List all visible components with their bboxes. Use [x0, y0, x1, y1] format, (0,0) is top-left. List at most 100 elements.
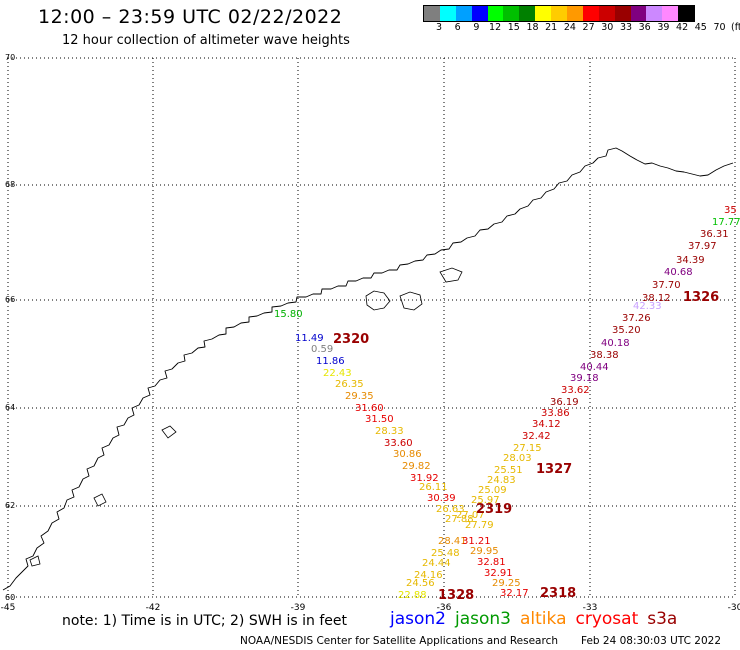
credit-line: NOAA/NESDIS Center for Satellite Applica… — [240, 635, 558, 647]
wave-height-label: 38.38 — [590, 350, 619, 361]
wave-height-label: 24.56 — [406, 578, 435, 589]
wave-height-label: 22.43 — [323, 368, 352, 379]
wave-height-label: 22.88 — [398, 590, 427, 601]
legend-label: 24 — [563, 22, 576, 33]
page-subtitle: 12 hour collection of altimeter wave hei… — [62, 33, 350, 48]
latitude-label: 70 — [5, 53, 15, 62]
legend-label: 3 — [435, 22, 443, 33]
wave-height-label: 37.97 — [688, 241, 717, 252]
legend-label: 45 — [694, 22, 707, 33]
legend-swatch — [535, 6, 552, 21]
legend-label: 27 — [582, 22, 595, 33]
wave-height-label: 24.83 — [487, 475, 516, 486]
wave-height-label: 24.16 — [414, 570, 443, 581]
wave-height-label: 40.18 — [601, 338, 630, 349]
legend-label: 39 — [657, 22, 670, 33]
legend-swatch — [551, 6, 568, 21]
wave-height-label: 11.49 — [295, 333, 324, 344]
wave-height-label: 15.80 — [274, 309, 303, 320]
orbit-number-label: 1327 — [536, 462, 572, 477]
orbit-number-label: 2319 — [476, 502, 512, 517]
wave-height-label: 26.35 — [335, 379, 364, 390]
wave-height-label: 25.09 — [478, 485, 507, 496]
page-title: 12:00 – 23:59 UTC 02/22/2022 — [38, 6, 343, 28]
legend-label: 30 — [601, 22, 614, 33]
wave-height-label: 36.19 — [550, 397, 579, 408]
wave-height-label: 33.60 — [384, 438, 413, 449]
legend-label: 36 — [638, 22, 651, 33]
greenland-coastline — [2, 147, 734, 591]
wave-height-label: 34.12 — [532, 419, 561, 430]
wave-height-label: 25.48 — [431, 548, 460, 559]
wave-height-label: 42.33 — [633, 301, 662, 312]
latitude-labels: 70 68 66 64 62 60 — [5, 53, 15, 602]
legend-swatch — [471, 6, 488, 21]
orbit-number-label: 2320 — [333, 332, 369, 347]
legend-swatch — [646, 6, 663, 21]
wave-height-label: 32.17 — [500, 588, 529, 599]
wave-height-label: 29.25 — [492, 578, 521, 589]
wave-height-label: 25.51 — [494, 465, 523, 476]
wave-height-label: 34.39 — [676, 255, 705, 266]
wave-height-label: 31.92 — [410, 473, 439, 484]
legend-swatch — [487, 6, 504, 21]
legend-label: 12 — [489, 22, 502, 33]
wave-height-label: 32.81 — [477, 557, 506, 568]
longitude-label: -39 — [291, 603, 306, 613]
wave-height-label: 32.42 — [522, 431, 551, 442]
legend-label: 15 — [507, 22, 520, 33]
latitude-label: 62 — [5, 501, 15, 510]
legend-label: (ft) — [731, 22, 740, 33]
satellite-jason3: jason3 — [455, 609, 511, 629]
legend-label: 9 — [473, 22, 480, 33]
legend-swatch — [614, 6, 631, 21]
wave-height-label: 38.12 — [642, 293, 671, 304]
legend-swatch — [678, 6, 695, 21]
wave-height-label: 40.44 — [580, 362, 609, 373]
wave-height-label: 28.03 — [503, 453, 532, 464]
legend-swatch — [567, 6, 583, 21]
wave-height-label: 24.44 — [422, 558, 451, 569]
wave-height-label: 0.59 — [311, 344, 333, 355]
timestamp: Feb 24 08:30:03 UTC 2022 — [581, 635, 721, 647]
wave-height-label: 26.11 — [419, 482, 448, 493]
legend-label: 42 — [676, 22, 689, 33]
latitude-label: 66 — [5, 295, 15, 304]
legend-swatch — [662, 6, 679, 21]
satellite-jason2: jason2 — [390, 609, 446, 629]
wave-height-label: 11.86 — [316, 356, 345, 367]
satellite-cryosat: cryosat — [575, 609, 639, 629]
wave-height-label: 27.07 — [456, 510, 485, 521]
latitude-label: 60 — [5, 593, 15, 602]
orbit-labels: 2320 2319 1328 1327 2318 1326 — [333, 290, 719, 603]
wave-height-label: 32.91 — [484, 568, 513, 579]
legend-swatch — [424, 6, 440, 21]
wave-height-label: 37.26 — [622, 313, 651, 324]
satellite-s3a: s3a — [647, 609, 678, 629]
wave-height-label: 30.39 — [427, 493, 456, 504]
legend-swatch — [455, 6, 472, 21]
wave-height-label: 33.86 — [541, 408, 570, 419]
orbit-number-label: 1328 — [438, 588, 474, 603]
wave-height-label: 31.50 — [365, 414, 394, 425]
longitude-label: -33 — [583, 603, 598, 613]
wave-height-label: 35.20 — [612, 325, 641, 336]
wave-height-label: 29.95 — [470, 546, 499, 557]
wave-height-label: 31.21 — [462, 536, 491, 547]
longitude-label: -30 — [728, 603, 740, 613]
orbit-number-label: 2318 — [540, 586, 576, 601]
legend-swatch — [519, 6, 536, 21]
wave-height-label: 36.31 — [700, 229, 729, 240]
wave-height-label: 27.79 — [465, 520, 494, 531]
wave-height-label: 40.68 — [664, 267, 693, 278]
longitude-labels: -45 -42 -39 -36 -33 -30 — [1, 603, 740, 613]
latitude-label: 64 — [5, 403, 15, 412]
wave-height-label: 17.77 — [712, 217, 740, 228]
legend-swatch — [582, 6, 599, 21]
wave-height-observations: 15.8011.490.5911.8622.4326.3529.3531.603… — [274, 205, 740, 601]
orbit-number-label: 1326 — [683, 290, 719, 305]
wave-height-label: 27.15 — [513, 443, 542, 454]
wave-height-label: 39.18 — [570, 373, 599, 384]
